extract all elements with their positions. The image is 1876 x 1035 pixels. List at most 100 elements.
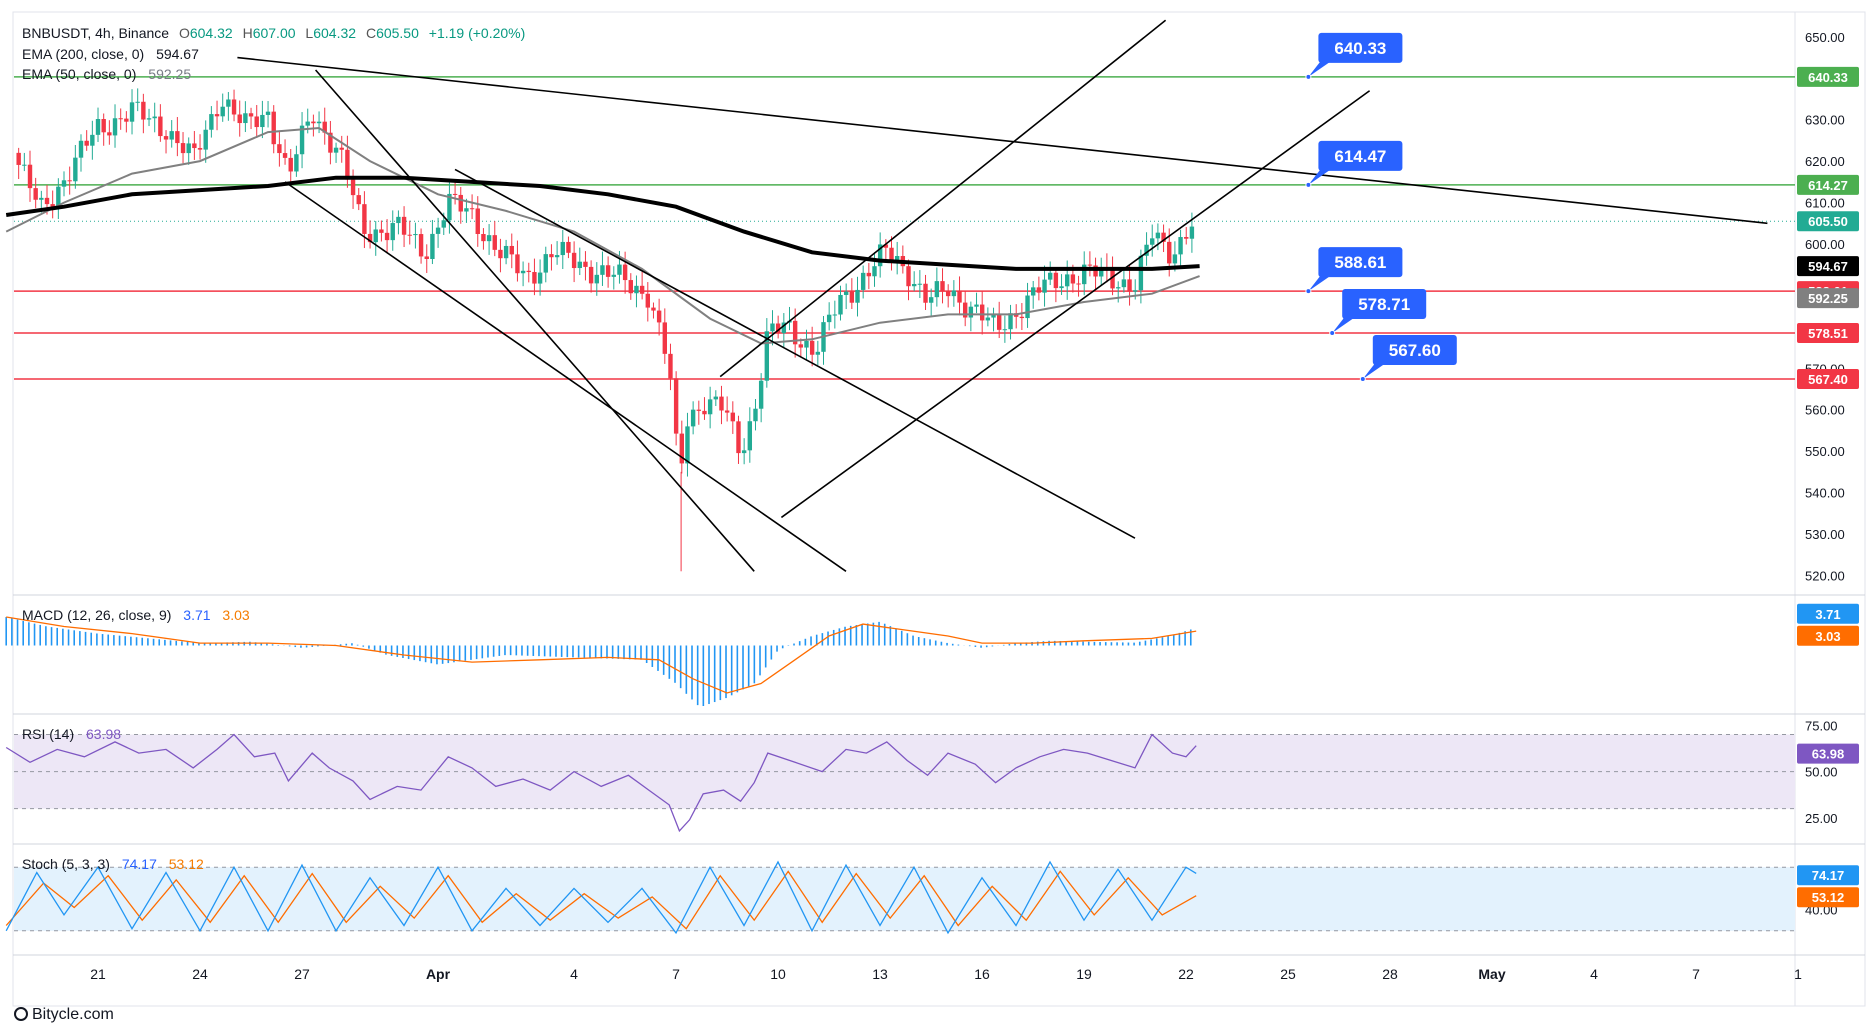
candle-body	[628, 280, 633, 294]
candle-body	[407, 234, 412, 236]
candle-body	[622, 264, 628, 281]
ema200-value: 594.67	[156, 46, 199, 62]
ohlc-legend: BNBUSDT, 4h, Binance O604.32 H607.00 L60…	[22, 24, 531, 42]
candle-body	[554, 255, 560, 258]
candle-body	[469, 208, 475, 210]
candle-body	[390, 223, 395, 241]
candle-body	[1099, 267, 1104, 277]
level-callout	[1372, 335, 1457, 366]
candle-body	[1116, 287, 1121, 289]
current-price-axis-badge	[1797, 211, 1859, 232]
candle-body	[418, 234, 424, 257]
resistance-axis-label: 640.33	[1808, 70, 1848, 85]
candle-body	[192, 143, 197, 149]
candle-body	[758, 380, 764, 409]
candle-body	[277, 144, 282, 154]
candle-body	[333, 147, 339, 153]
candle-body	[1133, 290, 1138, 292]
x-tick-label: 10	[770, 966, 786, 982]
candle-body	[1150, 238, 1155, 245]
rsi-line	[5, 733, 1197, 833]
y-tick-label: 560.00	[1805, 403, 1845, 418]
macd-signal-axis-label: 3.03	[1815, 629, 1840, 644]
candle-body	[583, 261, 588, 267]
candle-body	[288, 157, 293, 172]
candle-body	[464, 208, 469, 212]
candle-body	[1161, 232, 1166, 242]
candle-body	[322, 121, 327, 133]
candle-body	[435, 227, 441, 234]
candle-body	[101, 119, 106, 133]
candle-body	[662, 322, 667, 354]
candle-body	[1138, 255, 1144, 291]
candle-body	[741, 450, 747, 454]
candle-body	[968, 306, 974, 318]
candle-body	[838, 294, 843, 315]
candle-body	[129, 102, 135, 122]
candle-body	[441, 220, 446, 228]
level-callout	[1318, 247, 1403, 278]
candle-body	[1082, 264, 1087, 285]
candle-body	[22, 164, 27, 166]
y-tick-label: 610.00	[1805, 196, 1845, 211]
candle-body	[90, 134, 95, 146]
stoch-legend: Stoch (5, 3, 3) 74.17 53.12	[22, 855, 204, 873]
callout-anchor	[1359, 376, 1366, 383]
rsi-axis-label: 63.98	[1812, 747, 1845, 762]
stoch-k-value: 74.17	[121, 856, 157, 872]
trendline	[284, 181, 847, 572]
candle-body	[1189, 226, 1195, 239]
candle-body	[764, 331, 770, 381]
candle-body	[1093, 265, 1098, 277]
candle-body	[1019, 316, 1025, 319]
candle-body	[719, 396, 724, 411]
candle-body	[1002, 329, 1008, 331]
candle-body	[747, 421, 753, 451]
candle-body	[163, 136, 169, 140]
candle-body	[447, 193, 452, 221]
candle-body	[979, 304, 985, 321]
candle-body	[135, 101, 140, 103]
candle-body	[458, 194, 463, 212]
candle-body	[707, 399, 713, 415]
candle-body	[1178, 237, 1183, 255]
callout-pointer	[1362, 361, 1389, 380]
candle-body	[1065, 274, 1070, 287]
candle-body	[430, 233, 435, 260]
candle-body	[67, 180, 72, 182]
candle-body	[520, 270, 526, 274]
candle-body	[33, 188, 38, 200]
low-value: L604.32	[305, 25, 357, 41]
candle-body	[316, 121, 322, 124]
candle-body	[515, 254, 520, 274]
support-axis-badge	[1797, 323, 1859, 344]
brand-footer[interactable]: Bitycle.com	[14, 1006, 114, 1024]
candle-body	[600, 265, 605, 275]
macd-signal-axis-badge	[1797, 625, 1859, 646]
stoch-d-axis-badge	[1797, 887, 1859, 908]
candle-body	[169, 131, 174, 140]
candle-body	[1025, 295, 1030, 319]
callout-pointer	[1332, 315, 1359, 334]
candle-body	[917, 283, 923, 285]
candle-body	[770, 323, 775, 332]
stoch-k-axis-badge	[1797, 865, 1859, 886]
candle-body	[736, 421, 741, 454]
candle-body	[537, 272, 543, 284]
x-tick-label: 16	[974, 966, 990, 982]
candle-body	[843, 291, 849, 295]
candle-body	[804, 340, 809, 348]
candle-body	[832, 314, 838, 316]
candle-body	[61, 180, 67, 187]
trendline	[454, 168, 1136, 539]
candle-body	[362, 204, 367, 234]
callout-anchor	[1305, 73, 1312, 80]
candle-body	[611, 274, 616, 277]
macd-value: 3.71	[183, 607, 211, 623]
candle-body	[1184, 237, 1189, 239]
candle-body	[452, 193, 458, 195]
candle-body	[526, 270, 531, 273]
candle-body	[1172, 254, 1178, 264]
ema50-axis-label: 592.25	[1808, 291, 1848, 306]
